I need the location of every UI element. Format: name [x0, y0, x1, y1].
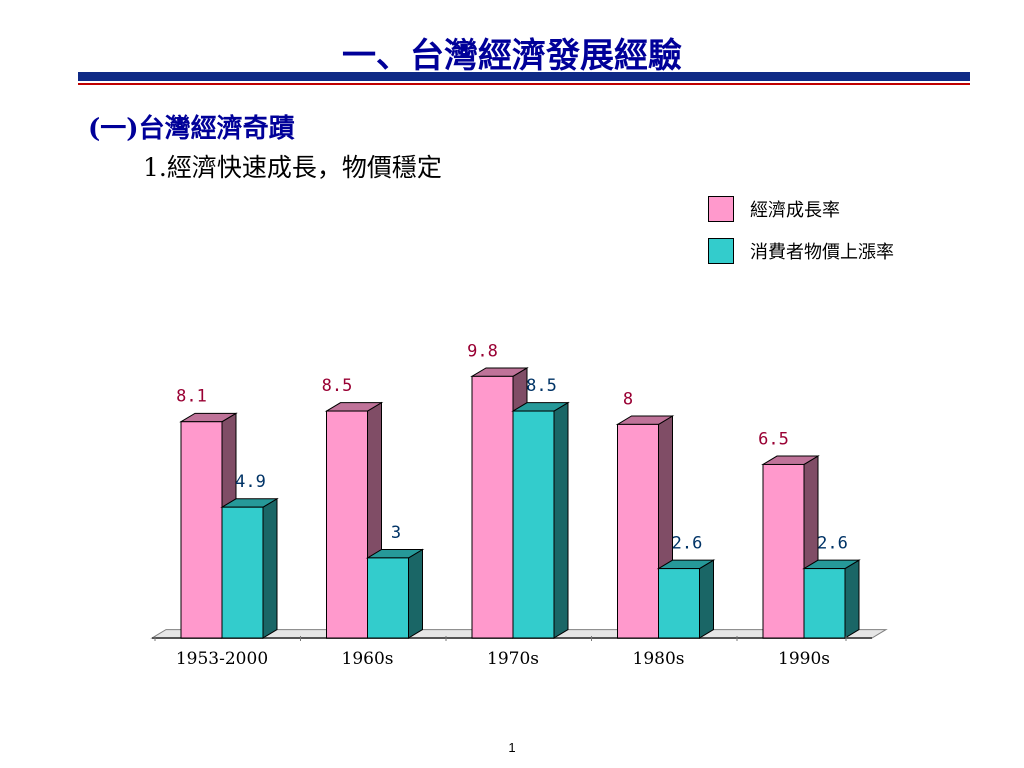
- legend-label-growth: 經濟成長率: [750, 200, 840, 221]
- legend-item-cpi: 消費者物價上漲率: [708, 238, 894, 264]
- bar-side-series-2-1970s: [553, 401, 569, 639]
- page-number: 1: [508, 740, 516, 755]
- slide-title: 一、台灣經濟發展經驗: [342, 36, 682, 76]
- data-label-series-2-1980s: 2.6: [672, 534, 703, 554]
- bar-series-1-1970s: [471, 375, 514, 639]
- legend-item-growth: 經濟成長率: [708, 196, 840, 222]
- bar-side-series-2-1990s: [844, 559, 860, 639]
- bar-side-series-2-1953-2000: [262, 497, 278, 639]
- bar-series-1-1990s: [762, 463, 805, 639]
- bar-series-2-1980s: [658, 568, 700, 639]
- bar-series-2-1970s: [512, 410, 555, 639]
- bar-series-1-1980s: [617, 423, 659, 639]
- data-label-series-1-1970s: 9.8: [467, 341, 498, 361]
- data-label-series-1-1990s: 6.5: [758, 429, 789, 449]
- bar-series-1-1960s: [326, 410, 368, 639]
- data-label-series-2-1953-2000: 4.9: [235, 472, 266, 492]
- bar-side-series-2-1960s: [408, 548, 423, 639]
- bar-series-1-1953-2000: [180, 421, 223, 639]
- data-label-series-1-1953-2000: 8.1: [176, 387, 207, 407]
- x-tick-label: 1953-2000: [176, 649, 268, 669]
- bar-series-2-1960s: [367, 557, 409, 639]
- bar-series-2-1990s: [803, 568, 846, 639]
- bar-side-series-2-1980s: [699, 559, 714, 639]
- legend-swatch-cpi: [708, 238, 734, 264]
- bar-series-2-1953-2000: [221, 506, 264, 639]
- section-heading: (一)台灣經濟奇蹟: [88, 114, 295, 144]
- legend-label-cpi: 消費者物價上漲率: [750, 242, 894, 263]
- title-accent-rule: [78, 83, 970, 85]
- x-tick-label: 1960s: [342, 649, 394, 669]
- x-tick-label: 1980s: [633, 649, 685, 669]
- title-rule: [78, 72, 970, 81]
- data-label-series-2-1990s: 2.6: [817, 534, 848, 554]
- x-tick-label: 1990s: [778, 649, 830, 669]
- data-label-series-1-1980s: 8: [623, 389, 633, 409]
- data-label-series-1-1960s: 8.5: [322, 376, 353, 396]
- x-tick-label: 1970s: [487, 649, 539, 669]
- data-label-series-2-1970s: 8.5: [526, 376, 557, 396]
- data-label-series-2-1960s: 3: [391, 523, 401, 543]
- subsection-heading: 1.經濟快速成長，物價穩定: [143, 153, 442, 182]
- legend-swatch-growth: [708, 196, 734, 222]
